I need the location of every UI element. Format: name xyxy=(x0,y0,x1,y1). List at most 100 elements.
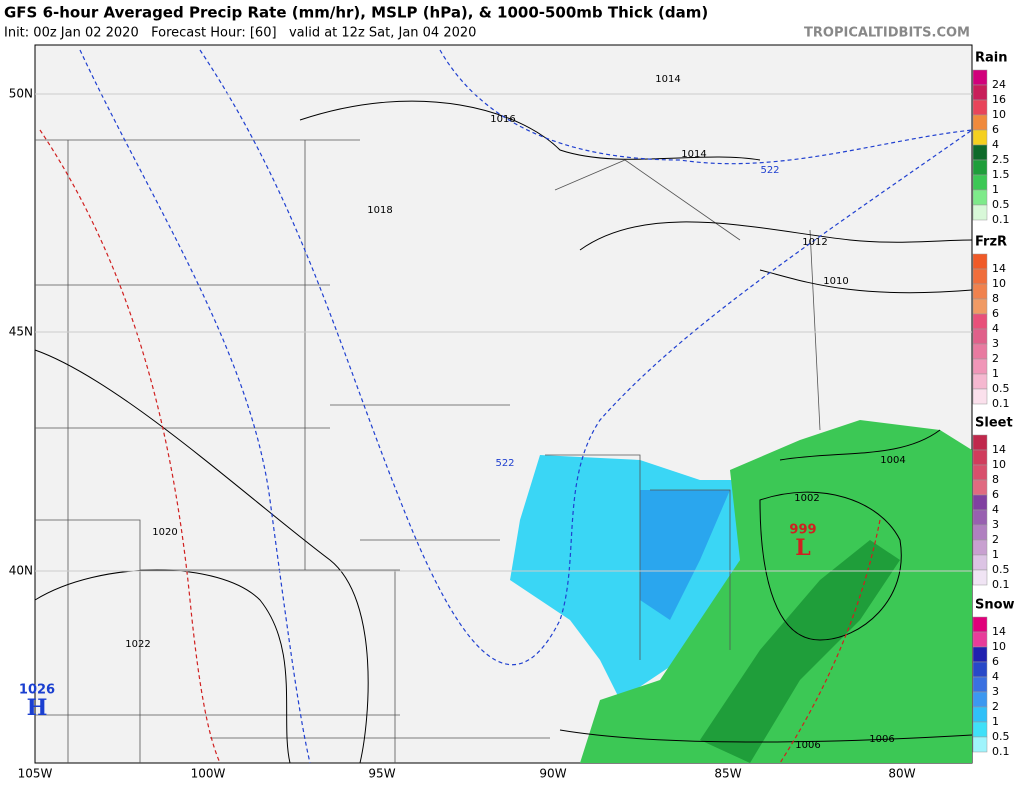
isobar-label: 1020 xyxy=(152,527,177,538)
rain-area xyxy=(580,420,972,763)
legend-level: 3 xyxy=(992,518,999,531)
pressure-center-letter: L xyxy=(795,535,810,561)
legend-swatch xyxy=(972,479,988,496)
lon-label: 95W xyxy=(368,767,395,781)
legend-level: 1 xyxy=(992,367,999,380)
legend-swatch xyxy=(972,616,988,633)
legend-swatch xyxy=(972,691,988,708)
legend-title: FrzR xyxy=(975,235,1007,250)
legend-swatch xyxy=(972,129,988,146)
isobars xyxy=(34,100,973,764)
lon-label: 100W xyxy=(191,767,226,781)
lat-label: 45N xyxy=(9,325,33,339)
legend-level: 6 xyxy=(992,123,999,136)
legend-level: 1 xyxy=(992,715,999,728)
legend-swatch xyxy=(972,464,988,481)
legend-swatch xyxy=(972,253,988,270)
legend-level: 10 xyxy=(992,458,1006,471)
legend-level: 10 xyxy=(992,640,1006,653)
legend-level: 0.1 xyxy=(992,745,1010,758)
legend-level: 0.1 xyxy=(992,213,1010,226)
legend-level: 14 xyxy=(992,625,1006,638)
isobar-label: 1022 xyxy=(125,639,150,650)
legend-level: 16 xyxy=(992,93,1006,106)
legend-swatch xyxy=(972,283,988,300)
thickness-label: 522 xyxy=(760,165,779,176)
legend-title: Rain xyxy=(975,51,1008,66)
legend-level: 1.5 xyxy=(992,168,1010,181)
legend-level: 6 xyxy=(992,488,999,501)
legend-level: 4 xyxy=(992,322,999,335)
legend-level: 2 xyxy=(992,700,999,713)
pressure-center-value: 999 xyxy=(789,523,816,538)
legend-swatch xyxy=(972,174,988,191)
legend-swatch xyxy=(972,313,988,330)
legend-level: 6 xyxy=(992,307,999,320)
precip-areas xyxy=(510,420,972,763)
isobar-label: 1006 xyxy=(869,734,894,745)
legend-swatch xyxy=(972,569,988,586)
legend-level: 0.1 xyxy=(992,578,1010,591)
legend-swatch xyxy=(972,268,988,285)
lon-label: 80W xyxy=(888,767,915,781)
legend-swatch xyxy=(972,449,988,466)
legend-title: Sleet xyxy=(975,416,1013,431)
lat-label: 50N xyxy=(9,87,33,101)
legend-swatch xyxy=(972,144,988,161)
subtitle: Init: 00z Jan 02 2020 Forecast Hour: [60… xyxy=(4,26,476,41)
legend-level: 8 xyxy=(992,292,999,305)
legend-level: 0.5 xyxy=(992,730,1010,743)
legend-level: 14 xyxy=(992,262,1006,275)
legend-swatch xyxy=(972,328,988,345)
legend-swatch xyxy=(972,204,988,221)
legend-swatch xyxy=(972,189,988,206)
thickness-lines xyxy=(79,49,973,764)
lon-label: 85W xyxy=(714,767,741,781)
legend-level: 1 xyxy=(992,183,999,196)
legend-level: 2 xyxy=(992,352,999,365)
legend-swatch xyxy=(972,298,988,315)
legend-level: 4 xyxy=(992,670,999,683)
lat-label: 40N xyxy=(9,564,33,578)
legend-level: 3 xyxy=(992,685,999,698)
pressure-center-value: 1026 xyxy=(19,683,55,698)
legend-swatch xyxy=(972,358,988,375)
isobar-label: 1018 xyxy=(367,205,392,216)
legend-level: 1 xyxy=(992,548,999,561)
thickness-label: 522 xyxy=(495,458,514,469)
legend-swatch xyxy=(972,706,988,723)
legend-swatch xyxy=(972,494,988,511)
legend-title: Snow xyxy=(975,598,1015,613)
rain-heavy-area xyxy=(700,540,900,763)
legend-swatch xyxy=(972,509,988,526)
credit: TROPICALTIDBITS.COM xyxy=(804,26,970,41)
pressure-center-letter: H xyxy=(27,695,48,721)
legend-swatch xyxy=(972,524,988,541)
legend-level: 4 xyxy=(992,138,999,151)
legend-level: 24 xyxy=(992,78,1006,91)
legend-level: 0.5 xyxy=(992,563,1010,576)
isobar-label: 1012 xyxy=(802,237,827,248)
legend-level: 10 xyxy=(992,277,1006,290)
legend-level: 6 xyxy=(992,655,999,668)
legend-swatch xyxy=(972,343,988,360)
isobar-label: 1016 xyxy=(490,114,515,125)
title: GFS 6-hour Averaged Precip Rate (mm/hr),… xyxy=(4,4,708,22)
legend-level: 2.5 xyxy=(992,153,1010,166)
isobar-label: 1014 xyxy=(655,74,680,85)
legend-swatch xyxy=(972,646,988,663)
legend-swatch xyxy=(972,539,988,556)
isobar-label: 1010 xyxy=(823,276,848,287)
legend-level: 10 xyxy=(992,108,1006,121)
isobar-label: 1014 xyxy=(681,149,706,160)
legend-swatch xyxy=(972,554,988,571)
legend-level: 2 xyxy=(992,533,999,546)
legend-swatch xyxy=(972,69,988,86)
legend-level: 4 xyxy=(992,503,999,516)
legend-swatch xyxy=(972,434,988,451)
legend-level: 3 xyxy=(992,337,999,350)
legend-swatch xyxy=(972,373,988,390)
thickness-lines-warm xyxy=(39,129,881,764)
isobar-label: 1006 xyxy=(795,740,820,751)
lon-label: 105W xyxy=(18,767,53,781)
